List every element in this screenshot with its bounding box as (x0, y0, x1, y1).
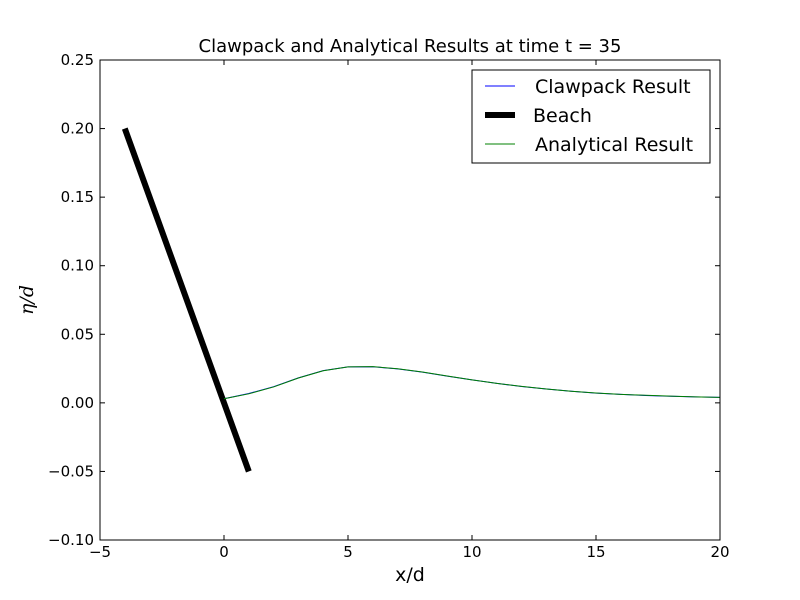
x-axis-label: x/d (395, 564, 425, 586)
chart-title: Clawpack and Analytical Results at time … (199, 36, 622, 57)
plot-series (121, 127, 720, 473)
y-axis-label: η/d (16, 285, 38, 315)
y-axis-ticks: −0.10 −0.05 0.00 0.05 0.10 0.15 0.20 0.25 (48, 51, 720, 549)
y-tick-label: 0.10 (61, 257, 94, 275)
x-tick-label: 5 (343, 543, 353, 561)
y-tick-label: 0.25 (61, 51, 94, 69)
x-tick-label: 10 (462, 543, 481, 561)
x-tick-label: 15 (586, 543, 605, 561)
x-tick-label: 0 (219, 543, 229, 561)
analytical-result-line (223, 366, 720, 400)
y-tick-label: −0.05 (48, 462, 94, 480)
y-tick-label: 0.20 (61, 120, 94, 138)
y-tick-label: 0.15 (61, 188, 94, 206)
y-tick-label: 0.00 (61, 394, 94, 412)
x-axis-ticks: −5 0 5 10 15 20 (89, 60, 730, 561)
x-tick-label: 20 (710, 543, 729, 561)
y-tick-label: 0.05 (61, 325, 94, 343)
beach-line (121, 127, 252, 473)
legend: Clawpack Result Beach Analytical Result (471, 69, 711, 164)
legend-label-analytical: Analytical Result (535, 134, 693, 156)
y-tick-label: −0.10 (48, 531, 94, 549)
x-tick-label: −5 (89, 543, 111, 561)
axes-frame (99, 59, 721, 541)
legend-label-clawpack: Clawpack Result (535, 76, 691, 98)
legend-label-beach: Beach (533, 105, 592, 127)
